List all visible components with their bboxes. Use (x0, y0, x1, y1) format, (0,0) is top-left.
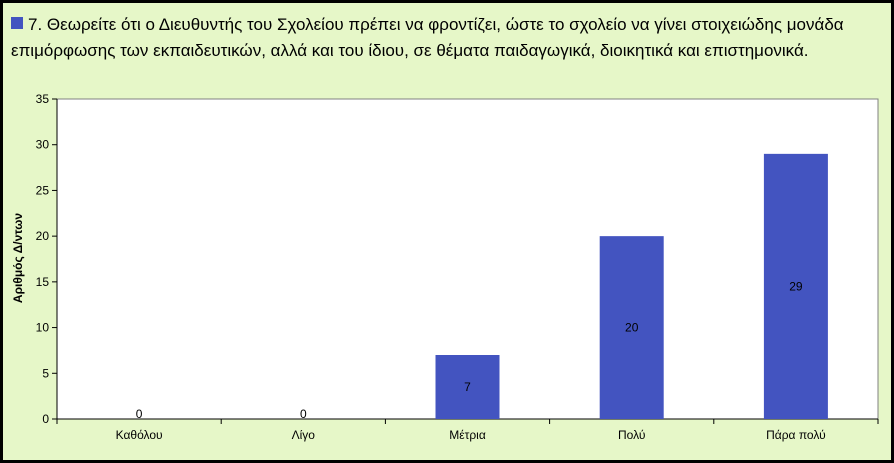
y-tick-label: 35 (36, 92, 50, 106)
data-label: 0 (136, 407, 143, 421)
bar-5 (763, 153, 828, 419)
data-label: 0 (300, 407, 307, 421)
data-label: 29 (789, 279, 803, 293)
x-tick-label: Πολύ (618, 428, 645, 442)
y-tick-label: 30 (36, 138, 50, 152)
bar-3 (435, 355, 500, 419)
y-tick-label: 20 (36, 229, 50, 243)
x-tick-label: Πάρα πολύ (766, 428, 826, 442)
y-tick-label: 15 (36, 275, 50, 289)
legend: 7. Θεωρείτε ότι ο Διευθυντής του Σχολείο… (11, 12, 881, 64)
legend-swatch (11, 17, 23, 29)
data-label: 7 (464, 380, 471, 394)
y-tick-label: 5 (42, 366, 49, 380)
y-tick-label: 10 (36, 321, 50, 335)
x-tick-label: Καθόλου (116, 428, 163, 442)
y-tick-label: 25 (36, 183, 50, 197)
x-tick-label: Μέτρια (449, 428, 486, 442)
bar-4 (599, 236, 664, 419)
chart-title: 7. Θεωρείτε ότι ο Διευθυντής του Σχολείο… (11, 15, 844, 60)
data-label: 20 (625, 321, 639, 335)
y-tick-label: 0 (42, 412, 49, 426)
x-tick-label: Λίγο (292, 428, 316, 442)
